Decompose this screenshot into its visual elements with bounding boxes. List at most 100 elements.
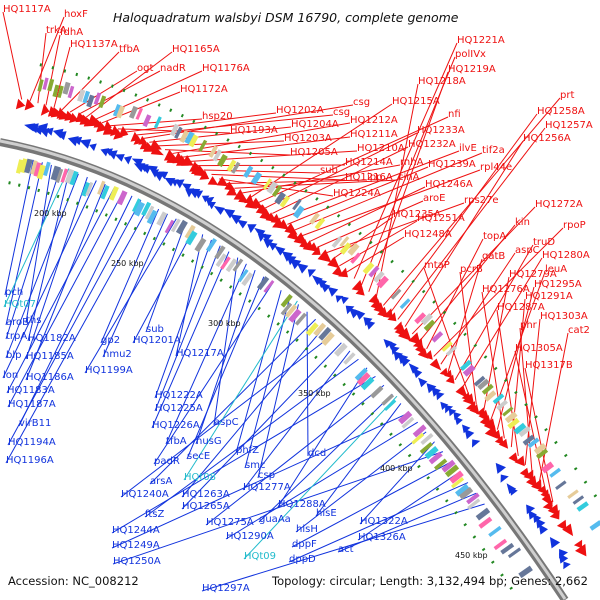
function-block <box>522 434 535 446</box>
gene-label: HQ1194A <box>8 437 56 448</box>
gene-label: HQ1272A <box>535 199 583 210</box>
function-block <box>507 547 522 559</box>
gc-mark <box>472 535 477 539</box>
gene-label: HQ1212A <box>350 115 398 126</box>
function-block <box>274 191 286 205</box>
gene-label: truD <box>533 237 555 248</box>
reverse-gene-arrow <box>448 408 457 417</box>
function-block <box>390 288 402 300</box>
function-block <box>243 165 254 178</box>
function-block <box>373 271 385 283</box>
leader-line <box>419 224 516 342</box>
gc-mark <box>143 231 147 236</box>
gene-label: HQ1265A <box>182 501 230 512</box>
leader-line <box>45 34 61 106</box>
reverse-gene-arrow <box>319 282 331 293</box>
forward-gene-arrow <box>444 369 453 378</box>
leader-line <box>181 326 325 498</box>
gene-label: HQ1221A <box>457 35 505 46</box>
forward-gene-arrow <box>445 374 455 384</box>
function-block <box>318 326 332 341</box>
function-block <box>237 269 249 283</box>
gc-mark <box>351 392 356 396</box>
gc-mark <box>104 213 108 217</box>
leader-line <box>5 204 151 464</box>
function-block <box>292 198 302 211</box>
backbone-highlight <box>0 139 567 600</box>
gc-mark <box>157 103 161 107</box>
gc-mark <box>445 499 449 503</box>
function-block <box>112 104 122 117</box>
reverse-gene-arrow <box>393 351 403 361</box>
forward-gene-arrow <box>542 500 553 510</box>
forward-gene-arrow <box>508 452 519 464</box>
leader-line <box>154 245 221 412</box>
forward-gene-arrow <box>387 312 397 322</box>
leader-line <box>181 342 342 510</box>
gene-label: HQ1251A <box>417 213 465 224</box>
gene-label: HQ1203A <box>284 133 332 144</box>
function-block <box>399 298 411 310</box>
function-block <box>412 424 427 438</box>
reverse-gene-arrow <box>45 127 54 136</box>
function-block <box>500 542 515 555</box>
leader-line <box>37 32 47 104</box>
forward-gene-arrow <box>423 350 433 360</box>
leader-line <box>85 51 173 118</box>
tick-label: 350 kbp <box>298 389 331 398</box>
gc-mark <box>493 366 498 371</box>
gc-mark <box>358 231 362 236</box>
function-block <box>184 131 195 145</box>
gene-label: csg <box>353 97 370 108</box>
function-block <box>458 486 474 500</box>
leader-line <box>257 304 299 479</box>
gc-mark <box>75 201 79 205</box>
gc-mark <box>39 63 43 67</box>
function-block <box>441 341 453 352</box>
gc-mark <box>304 346 309 351</box>
gene-label: HQ1235A <box>393 209 441 220</box>
reverse-gene-arrow <box>418 377 428 388</box>
gene-label: HQ1244A <box>112 525 160 536</box>
gc-mark <box>248 299 252 303</box>
reverse-gene-arrow <box>436 391 445 401</box>
gc-mark <box>27 186 31 190</box>
gc-mark <box>203 125 207 130</box>
leader-line <box>175 234 204 357</box>
gene-label: HQ1240A <box>121 489 169 500</box>
forward-gene-arrow <box>573 539 583 549</box>
reverse-gene-arrow <box>230 214 242 225</box>
forward-gene-arrow <box>491 429 501 440</box>
function-block <box>434 458 448 471</box>
leader-line <box>69 70 138 113</box>
gc-mark <box>390 259 394 264</box>
gene-label: dppD <box>289 554 316 565</box>
gene-label: HQ1246A <box>425 179 473 190</box>
reverse-gene-arrow <box>348 307 360 319</box>
function-block <box>305 322 319 336</box>
gene-label: HQ1224A <box>333 188 381 199</box>
reverse-gene-arrow <box>412 368 423 379</box>
forward-gene-arrow <box>562 523 574 537</box>
gc-mark <box>454 511 458 515</box>
forward-gene-arrow <box>149 139 162 150</box>
leader-line <box>315 403 402 517</box>
function-block <box>185 230 198 246</box>
leader-line <box>454 244 534 381</box>
function-block <box>466 492 480 505</box>
function-block <box>30 160 38 175</box>
gene-label: rpl44e <box>480 162 512 173</box>
leader-line <box>287 166 429 225</box>
gene-label: padR <box>154 456 180 467</box>
function-block <box>288 308 302 323</box>
leader-line <box>101 91 181 124</box>
gene-label: dcd <box>308 448 326 459</box>
gc-mark <box>75 72 79 77</box>
gc-mark <box>326 205 330 209</box>
gc-mark <box>593 494 598 498</box>
forward-gene-arrow <box>408 332 421 345</box>
leader-line <box>368 71 449 292</box>
function-block <box>174 126 183 139</box>
gc-mark <box>333 373 337 377</box>
gc-mark <box>583 480 588 484</box>
